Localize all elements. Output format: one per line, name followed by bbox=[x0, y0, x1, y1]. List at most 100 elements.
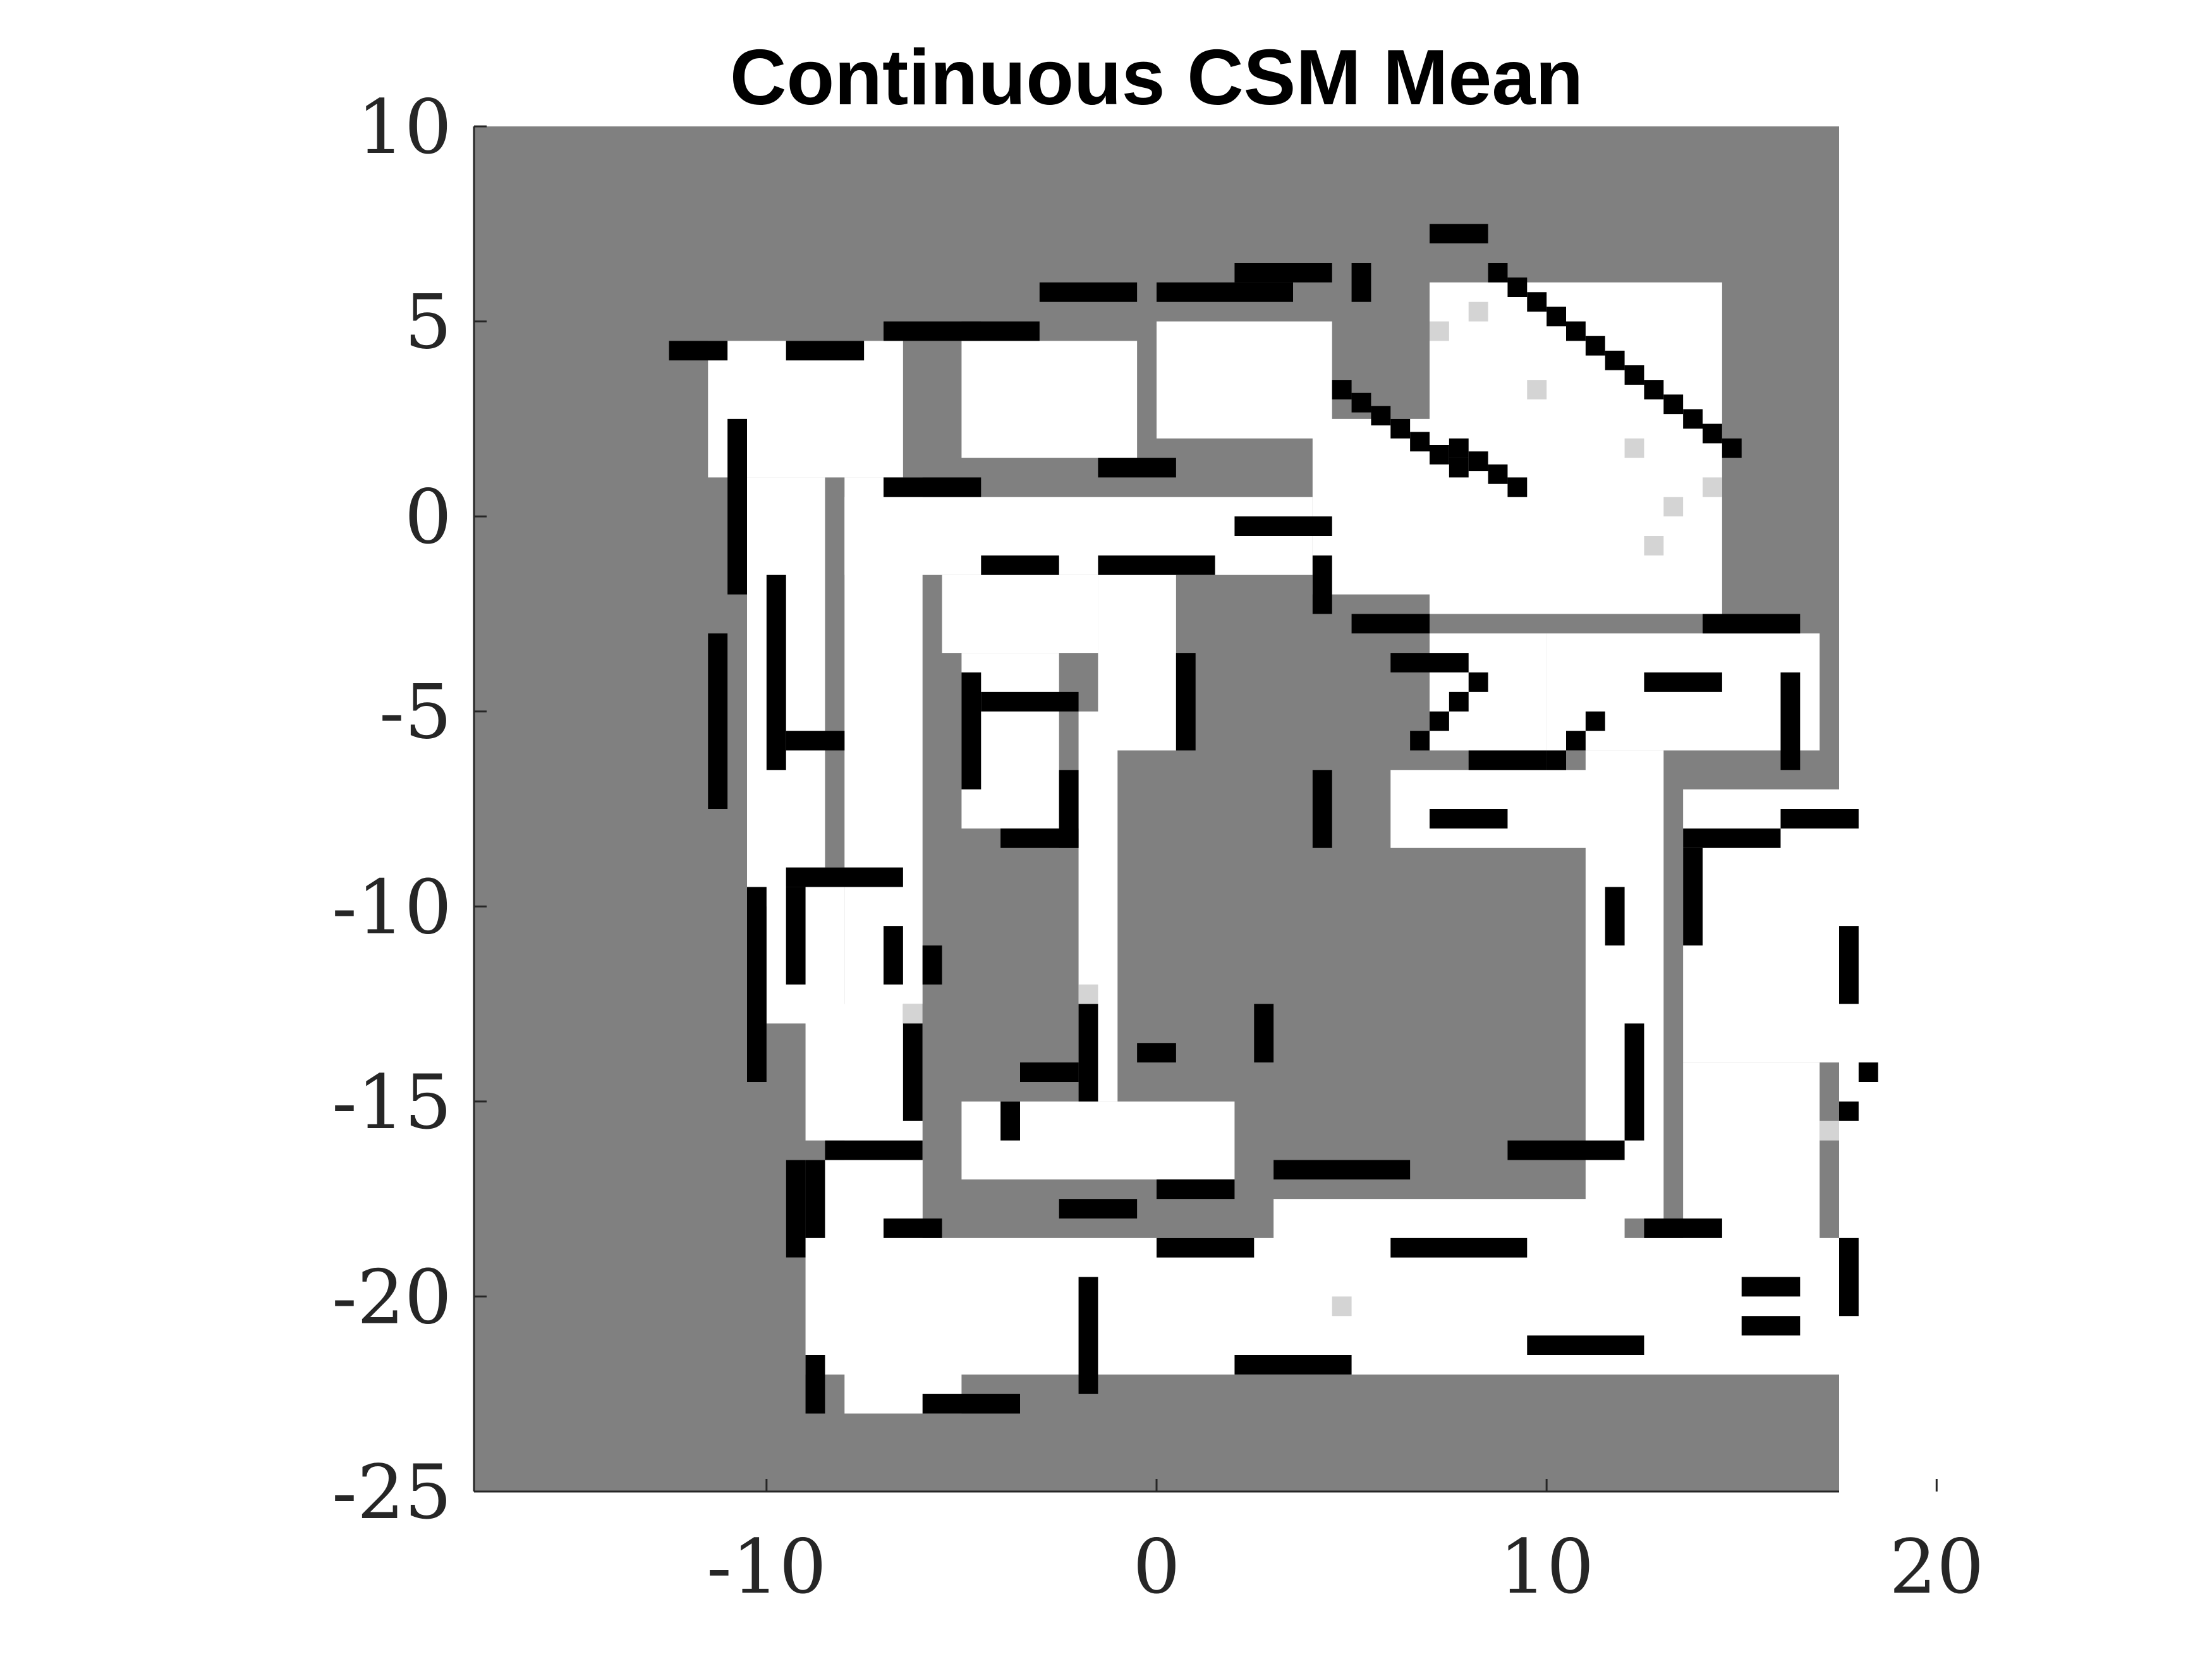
occupied-cell-segment bbox=[1039, 282, 1138, 302]
occupied-cell-segment bbox=[1703, 614, 1801, 634]
occupied-cell-segment bbox=[766, 574, 786, 770]
occupied-cell bbox=[1624, 365, 1644, 385]
occupied-cell-segment bbox=[1098, 458, 1176, 478]
occupied-cell bbox=[1683, 409, 1703, 429]
occupied-cell bbox=[1410, 731, 1430, 751]
occupied-cell-segment bbox=[884, 1218, 942, 1238]
occupied-cell-segment bbox=[1741, 1316, 1801, 1336]
occupied-cell-segment bbox=[786, 341, 865, 361]
occupied-cell bbox=[1351, 392, 1371, 413]
occupied-cell bbox=[1527, 292, 1547, 312]
occupied-cell-segment bbox=[1059, 770, 1079, 848]
occupied-cell-segment bbox=[1605, 887, 1625, 945]
uncertain-cell bbox=[1332, 1296, 1352, 1316]
occupied-cell-segment bbox=[1430, 809, 1508, 829]
occupied-cell-segment bbox=[981, 555, 1059, 575]
occupied-cell bbox=[1839, 1101, 1859, 1121]
occupied-cell-segment bbox=[1157, 282, 1293, 302]
occupied-cell-segment bbox=[1741, 1277, 1801, 1297]
occupied-cell bbox=[1605, 350, 1625, 370]
free-cell-region bbox=[1157, 321, 1332, 439]
occupied-cell bbox=[1488, 263, 1508, 283]
occupied-cell bbox=[1468, 672, 1488, 692]
uncertain-cells bbox=[902, 301, 1839, 1316]
free-cell-region bbox=[961, 341, 1138, 458]
occupied-cell-segment bbox=[669, 341, 728, 361]
y-tick-label: 0 bbox=[404, 473, 452, 561]
y-tick-label: -15 bbox=[332, 1059, 452, 1146]
occupied-cell-segment bbox=[1234, 516, 1332, 536]
occupied-cell-segment bbox=[1059, 1199, 1138, 1218]
uncertain-cell bbox=[1663, 497, 1684, 517]
occupied-cell bbox=[1858, 1062, 1878, 1082]
occupied-cell-segment bbox=[1780, 809, 1859, 829]
occupied-cell-segment bbox=[884, 926, 903, 985]
occupied-cell bbox=[1390, 418, 1411, 439]
occupied-cell-segment bbox=[1780, 672, 1801, 770]
x-axis: -10 0 10 20 bbox=[474, 1479, 1984, 1610]
uncertain-cell bbox=[1430, 321, 1449, 341]
x-tick-label: 10 bbox=[1499, 1523, 1594, 1610]
uncertain-cell bbox=[1527, 380, 1547, 399]
occupied-cell-segment bbox=[1157, 1179, 1235, 1200]
uncertain-cell bbox=[902, 1004, 923, 1024]
occupied-cell bbox=[1566, 731, 1586, 751]
occupied-cell-segment bbox=[1312, 770, 1332, 848]
uncertain-cell bbox=[1703, 477, 1722, 497]
y-tick-label: 5 bbox=[404, 279, 452, 366]
occupied-cell-segment bbox=[1430, 224, 1488, 244]
occupied-cell-segment bbox=[1234, 1355, 1352, 1375]
occupied-cell-segment bbox=[1312, 555, 1332, 614]
occupied-cell-segment bbox=[1157, 1237, 1255, 1258]
occupied-cell-segment bbox=[1390, 1237, 1528, 1258]
occupied-cell-segment bbox=[981, 691, 1079, 712]
occupied-cell-segment bbox=[786, 867, 903, 887]
y-tick-label: -5 bbox=[379, 669, 452, 756]
occupied-cell-segment bbox=[1078, 1004, 1098, 1102]
x-tick-label: -10 bbox=[707, 1523, 827, 1610]
occupied-cell bbox=[1585, 336, 1605, 356]
occupied-cell-segment bbox=[1098, 555, 1215, 575]
occupied-cell bbox=[1430, 445, 1449, 465]
occupied-cells bbox=[669, 224, 1878, 1414]
occupied-cell-segment bbox=[1839, 926, 1859, 1004]
occupied-cell-segment bbox=[708, 633, 728, 809]
occupied-cell-segment bbox=[884, 477, 981, 497]
occupied-cell bbox=[1585, 711, 1605, 731]
occupied-cell bbox=[1371, 406, 1391, 426]
x-tick-label: 0 bbox=[1133, 1523, 1180, 1610]
free-cells bbox=[708, 282, 1859, 1414]
occupied-cell-segment bbox=[922, 1394, 1020, 1414]
occupied-cell-segment bbox=[786, 731, 845, 751]
uncertain-cell bbox=[1624, 438, 1644, 458]
occupied-cell-segment bbox=[1390, 653, 1469, 672]
occupied-cell-segment bbox=[1839, 1237, 1859, 1316]
occupied-cell-segment bbox=[922, 945, 942, 985]
uncertain-cell bbox=[1644, 536, 1664, 556]
occupied-cell-segment bbox=[747, 887, 767, 1082]
occupied-cell-segment bbox=[825, 1140, 923, 1160]
occupied-cell-segment bbox=[1254, 1004, 1274, 1063]
occupied-cell bbox=[1566, 321, 1586, 341]
free-cell-region bbox=[766, 867, 845, 1024]
occupied-cell bbox=[1449, 691, 1469, 712]
occupied-cell bbox=[1703, 423, 1722, 444]
plot-area bbox=[474, 126, 1878, 1492]
occupied-cell bbox=[1332, 380, 1352, 399]
occupied-cell-segment bbox=[1234, 263, 1332, 283]
y-tick-label: -10 bbox=[332, 863, 452, 951]
occupied-cell-segment bbox=[1351, 614, 1430, 634]
occupied-cell bbox=[1547, 307, 1566, 327]
occupied-cell-segment bbox=[1273, 1160, 1411, 1180]
uncertain-cell bbox=[1078, 984, 1098, 1004]
uncertain-cell bbox=[1468, 301, 1488, 322]
occupied-cell-segment bbox=[1624, 1023, 1644, 1141]
occupied-cell-segment bbox=[786, 1160, 806, 1258]
occupied-cell bbox=[1449, 458, 1469, 478]
x-tick-label: 20 bbox=[1889, 1523, 1984, 1610]
occupied-cell bbox=[1468, 451, 1488, 471]
occupied-cell-segment bbox=[786, 887, 806, 985]
uncertain-cell bbox=[1820, 1121, 1839, 1141]
free-cell-region bbox=[942, 574, 1098, 653]
